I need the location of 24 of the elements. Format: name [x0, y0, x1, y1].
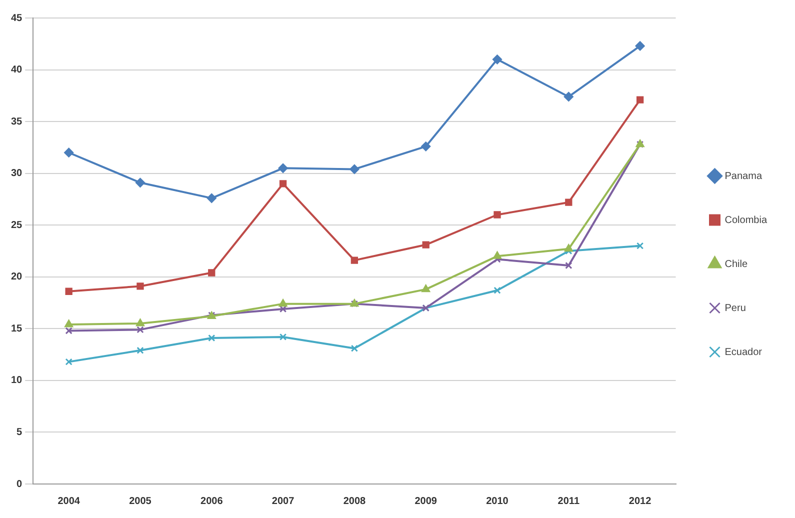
x-tick-label: 2009 [414, 496, 438, 507]
x-tick-label: 2008 [343, 496, 366, 507]
y-tick-label: 20 [11, 272, 23, 283]
legend-label: Colombia [724, 214, 768, 226]
y-tick-label: 15 [11, 323, 23, 334]
y-tick-label: 10 [11, 375, 23, 386]
x-tick-label: 2010 [486, 496, 509, 507]
x-tick-label: 2004 [58, 496, 80, 507]
y-tick-label: 25 [11, 220, 23, 231]
x-tick-label: 2005 [129, 496, 152, 507]
y-tick-label: 45 [11, 12, 23, 24]
y-tick-label: 5 [16, 426, 23, 438]
legend-label: Peru [724, 302, 746, 314]
x-tick-label: 2011 [558, 496, 580, 507]
x-tick-label: 2007 [272, 496, 295, 507]
y-tick-label: 30 [11, 168, 23, 180]
y-tick-label: 35 [11, 116, 23, 128]
y-tick-label: 40 [11, 64, 23, 76]
x-tick-label: 2006 [200, 496, 224, 507]
legend-label: Chile [724, 258, 748, 270]
x-tick-label: 2012 [628, 496, 652, 507]
legend-label: Ecuador [724, 346, 763, 358]
y-tick-label: 0 [16, 478, 23, 490]
legend-label: Panama [724, 170, 762, 182]
